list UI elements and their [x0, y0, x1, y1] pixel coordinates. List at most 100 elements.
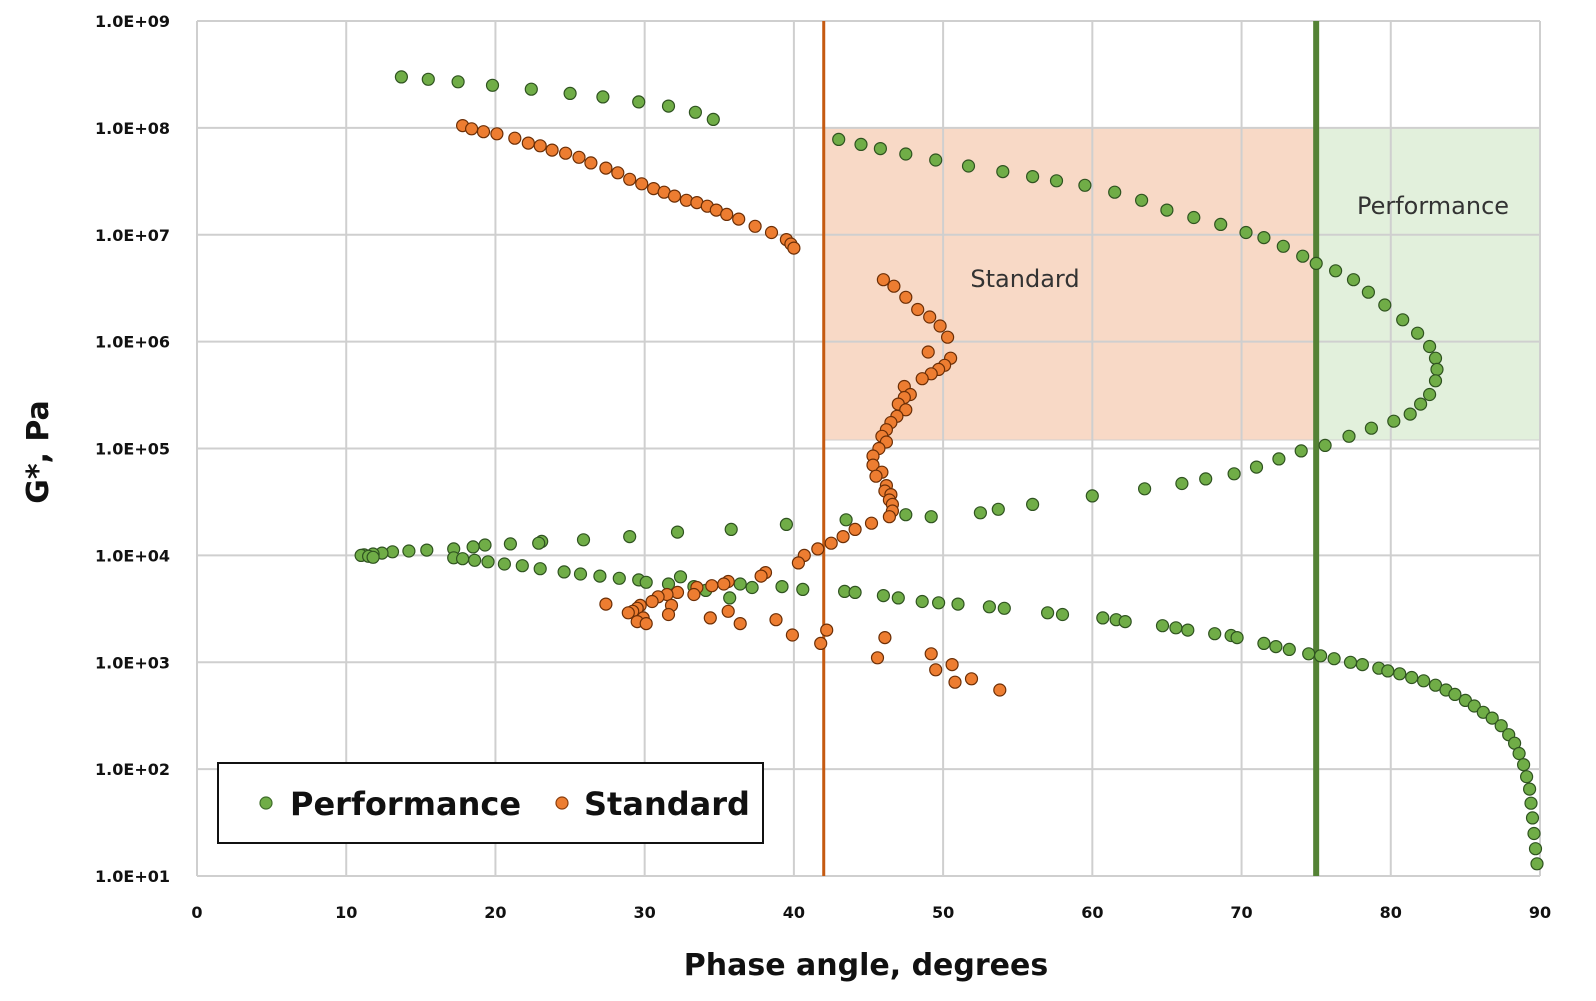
x-tick-label: 90 — [1529, 903, 1551, 922]
point-performance — [931, 596, 946, 610]
x-tick-labels: 0 10 20 30 40 50 60 70 80 90 — [191, 903, 1551, 922]
point-performance — [775, 579, 789, 594]
point-performance — [623, 529, 637, 544]
y-tick-label: 1.0E+02 — [95, 760, 170, 779]
x-tick-label: 0 — [191, 903, 202, 922]
legend-label-performance: Performance — [290, 785, 521, 823]
point-standard — [667, 189, 682, 203]
point-performance — [1516, 758, 1531, 772]
point-performance — [1239, 225, 1253, 240]
point-performance — [1199, 472, 1213, 486]
point-performance — [1364, 421, 1379, 435]
point-performance — [1187, 210, 1201, 225]
point-standard — [964, 672, 979, 686]
point-performance — [733, 577, 747, 591]
point-standard — [635, 177, 649, 191]
point-performance — [1448, 687, 1462, 702]
point-performance — [478, 538, 492, 552]
point-standard — [748, 219, 762, 233]
point-performance — [779, 517, 794, 532]
point-standard — [705, 579, 719, 593]
x-tick-label: 60 — [1081, 903, 1103, 922]
point-standard — [948, 675, 962, 689]
x-tick-label: 40 — [783, 903, 805, 922]
x-axis-title: Phase angle, degrees — [684, 948, 1048, 983]
point-standard — [558, 146, 573, 160]
point-performance — [688, 105, 703, 119]
threshold-lines — [822, 21, 1320, 876]
point-standard — [721, 604, 735, 618]
point-performance — [1269, 639, 1283, 654]
point-performance — [1313, 649, 1328, 663]
point-performance — [1512, 746, 1526, 761]
point-standard — [490, 127, 504, 141]
point-standard — [791, 556, 806, 570]
point-performance — [1134, 193, 1149, 207]
point-performance — [1405, 670, 1419, 685]
point-performance — [1343, 655, 1358, 669]
point-standard — [754, 569, 768, 583]
point-standard — [687, 587, 701, 602]
x-tick-label: 20 — [484, 903, 506, 922]
point-performance — [891, 591, 905, 605]
point-performance — [929, 153, 943, 167]
point-performance — [1396, 313, 1410, 327]
point-performance — [532, 536, 546, 550]
point-performance — [1361, 285, 1376, 299]
point-performance — [1055, 607, 1070, 622]
point-performance — [991, 502, 1005, 516]
x-tick-label: 50 — [932, 903, 954, 922]
point-performance — [1318, 438, 1332, 452]
point-performance — [1527, 826, 1541, 841]
point-performance — [996, 165, 1010, 179]
point-performance — [1522, 782, 1537, 796]
point-performance — [421, 72, 435, 86]
point-performance — [576, 533, 591, 547]
point-standard — [933, 319, 947, 333]
point-standard — [787, 241, 801, 255]
point-standard — [764, 225, 779, 240]
y-tick-label: 1.0E+05 — [95, 440, 170, 459]
point-performance — [1175, 476, 1189, 491]
point-performance — [1085, 489, 1099, 503]
point-standard — [814, 636, 828, 651]
point-performance — [724, 522, 738, 537]
point-performance — [1169, 621, 1183, 635]
point-performance — [1355, 657, 1370, 672]
point-performance — [1430, 362, 1444, 376]
point-performance — [1276, 239, 1290, 253]
point-performance — [973, 506, 988, 520]
point-standard — [703, 611, 717, 625]
point-performance — [639, 575, 653, 589]
point-performance — [1227, 467, 1241, 481]
point-performance — [1208, 627, 1222, 641]
point-performance — [1416, 674, 1431, 688]
point-performance — [593, 569, 607, 583]
legend-marker-standard — [555, 796, 569, 810]
point-standard — [878, 630, 892, 645]
point-performance — [1272, 452, 1286, 466]
point-standard — [824, 536, 838, 550]
point-standard — [645, 594, 659, 609]
x-tick-label: 30 — [634, 903, 656, 922]
point-standard — [521, 136, 535, 150]
legend-box — [217, 762, 764, 844]
point-performance — [1387, 414, 1401, 428]
y-tick-label: 1.0E+03 — [95, 653, 170, 672]
point-standard — [940, 330, 955, 344]
data-points — [354, 70, 1544, 871]
point-standard — [769, 613, 783, 627]
x-tick-label: 70 — [1230, 903, 1252, 922]
y-tick-label: 1.0E+07 — [95, 226, 170, 245]
point-performance — [497, 557, 511, 571]
point-performance — [848, 585, 862, 600]
point-performance — [924, 510, 938, 524]
point-standard — [533, 139, 547, 153]
point-performance — [854, 137, 868, 151]
point-performance — [1342, 429, 1356, 443]
point-standard — [923, 310, 937, 324]
point-performance — [723, 591, 737, 605]
point-standard — [848, 522, 862, 537]
point-standard — [599, 597, 613, 611]
